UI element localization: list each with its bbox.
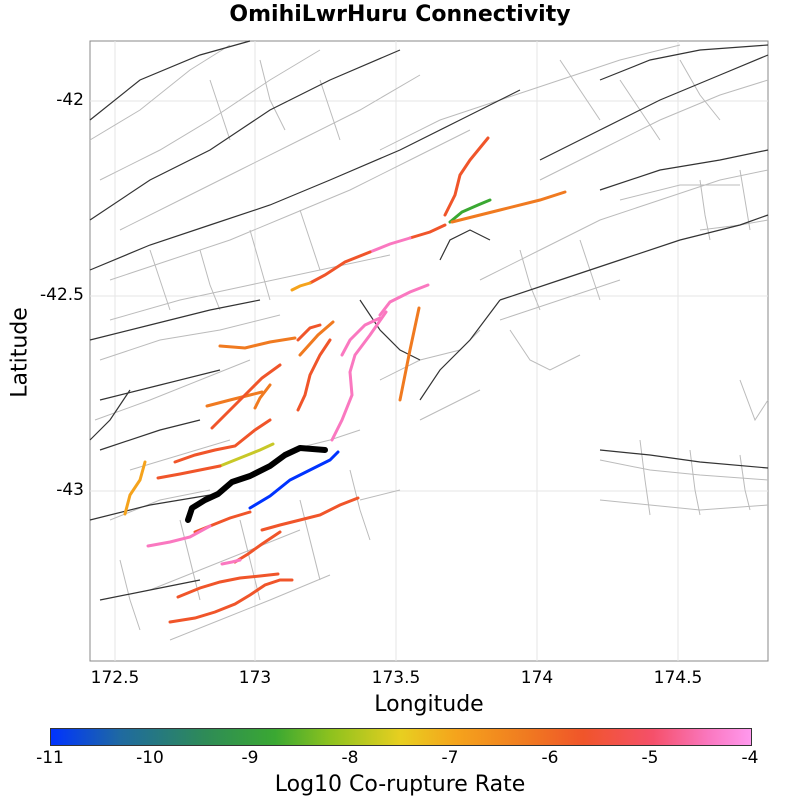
colorbar-tick: -5 (641, 748, 659, 768)
x-axis-label: Longitude (374, 692, 484, 717)
colorbar-tick: -7 (441, 748, 459, 768)
x-tick-label: 174.5 (653, 668, 703, 688)
colorbar-tick: -8 (341, 748, 359, 768)
colorbar (50, 728, 752, 746)
grid-lines (90, 41, 768, 661)
colorbar-label: Log10 Co-rupture Rate (274, 772, 526, 797)
plot-frame (89, 40, 769, 662)
fault-traces (89, 40, 769, 601)
x-tick-label: 174 (520, 668, 554, 688)
x-tick-label: 172.5 (90, 668, 140, 688)
map-title: OmihiLwrHuru Connectivity (229, 2, 571, 27)
colorbar-tick: -11 (36, 748, 64, 768)
y-tick-label: -42.5 (40, 285, 84, 305)
fault-outlines (89, 44, 769, 641)
colorbar-tick: -6 (541, 748, 559, 768)
y-tick-label: -43 (56, 480, 84, 500)
colorbar-tick: -9 (241, 748, 259, 768)
x-tick-label: 173 (238, 668, 272, 688)
colorbar-tick: -4 (741, 748, 759, 768)
corupture-sections (123, 136, 567, 624)
x-tick-label: 173.5 (371, 668, 421, 688)
source-fault (185, 445, 328, 523)
y-tick-label: -42 (56, 90, 84, 110)
colorbar-tick: -10 (136, 748, 164, 768)
